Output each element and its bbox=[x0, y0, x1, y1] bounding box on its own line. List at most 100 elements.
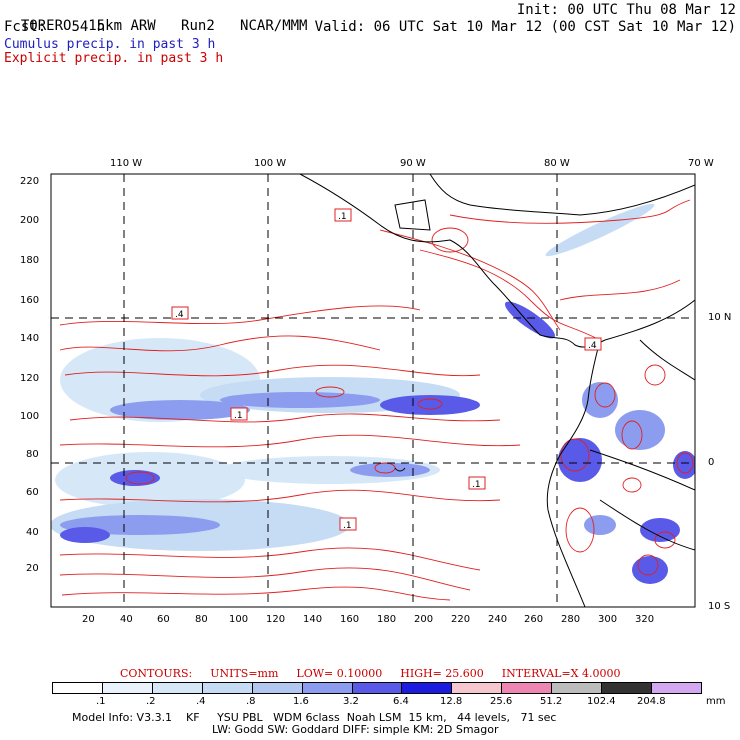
contours-high: HIGH= 25.600 bbox=[400, 667, 484, 680]
x-tick: 120 bbox=[266, 614, 286, 625]
precip-area bbox=[615, 410, 665, 450]
contour-ring bbox=[621, 420, 643, 450]
color-bar-level: 25.6 bbox=[490, 696, 513, 707]
color-bar-level: 102.4 bbox=[587, 696, 616, 707]
y-tick: 160 bbox=[20, 295, 40, 306]
y-tick: 20 bbox=[26, 563, 39, 574]
label-box bbox=[171, 306, 189, 320]
contour-line bbox=[59, 489, 501, 503]
caribbean-coast bbox=[429, 174, 695, 216]
color-bin bbox=[302, 683, 353, 693]
contour-line bbox=[69, 413, 501, 423]
south-america-west-coast bbox=[546, 339, 601, 607]
contour-ring bbox=[644, 364, 666, 386]
box-label-1: .1 bbox=[338, 212, 347, 222]
unit-label: mm bbox=[706, 696, 726, 707]
contour-ring bbox=[676, 452, 694, 474]
model-org: NCAR/MMM bbox=[240, 18, 308, 34]
y-tick: 100 bbox=[20, 411, 40, 422]
color-bar-level: .4 bbox=[196, 696, 206, 707]
contour-ring bbox=[431, 227, 469, 253]
x-tick: 260 bbox=[524, 614, 544, 625]
x-tick: 60 bbox=[157, 614, 170, 625]
color-bin bbox=[552, 683, 603, 693]
precip-area bbox=[632, 556, 668, 584]
color-bar-level: 51.2 bbox=[540, 696, 563, 707]
contour-ring bbox=[594, 382, 616, 408]
x-tick: 80 bbox=[195, 614, 208, 625]
y-tick: 60 bbox=[26, 487, 39, 498]
contour-line bbox=[59, 567, 471, 591]
precip-area bbox=[673, 451, 695, 479]
latlon-grid bbox=[51, 174, 695, 607]
contour-ring bbox=[125, 471, 155, 485]
contour-line bbox=[559, 279, 681, 301]
x-tick: 20 bbox=[82, 614, 95, 625]
lat-label: 10 N bbox=[708, 312, 732, 323]
contours-units: UNITS=mm bbox=[210, 667, 279, 680]
model-run: Run2 bbox=[181, 18, 215, 34]
lon-label: 80 W bbox=[544, 158, 570, 169]
box-label-3: .1 bbox=[234, 411, 243, 421]
color-bar-level: 12.8 bbox=[440, 696, 463, 707]
fcst-value: 54 h bbox=[71, 19, 106, 35]
valid-time: Valid: 06 UTC Sat 10 Mar 12 (00 CST Sat … bbox=[314, 19, 736, 35]
color-bar-level: 3.2 bbox=[343, 696, 359, 707]
label-box bbox=[334, 208, 352, 222]
precip-area bbox=[640, 518, 680, 542]
color-bin bbox=[252, 683, 303, 693]
x-tick: 160 bbox=[340, 614, 360, 625]
contour-line bbox=[419, 249, 601, 341]
color-bin bbox=[152, 683, 203, 693]
explicit-precip-contours bbox=[59, 199, 694, 601]
lon-label: 100 W bbox=[254, 158, 287, 169]
color-bin bbox=[102, 683, 153, 693]
contour-line bbox=[59, 305, 421, 326]
y-tick: 180 bbox=[20, 255, 40, 266]
precip-area bbox=[582, 382, 618, 418]
box-label-2: .4 bbox=[175, 310, 184, 320]
cumulus-title: Cumulus precip. in past 3 h bbox=[4, 37, 216, 52]
precip-area bbox=[584, 515, 616, 535]
color-bar-level: .8 bbox=[246, 696, 256, 707]
color-bar-level: 204.8 bbox=[637, 696, 666, 707]
x-tick: 300 bbox=[598, 614, 618, 625]
color-bin bbox=[202, 683, 253, 693]
cumulus-precip-field bbox=[51, 203, 695, 584]
contour-ring bbox=[560, 438, 590, 472]
x-tick: 40 bbox=[120, 614, 133, 625]
border-line bbox=[599, 499, 695, 551]
contours-interval: INTERVAL=X 4.0000 bbox=[501, 667, 621, 680]
color-bar-level: 6.4 bbox=[393, 696, 409, 707]
coastlines bbox=[299, 174, 695, 607]
precip-area bbox=[220, 392, 380, 408]
contour-ring bbox=[622, 477, 642, 493]
contour-line bbox=[59, 547, 481, 571]
color-bin bbox=[402, 683, 453, 693]
x-tick: 220 bbox=[451, 614, 471, 625]
lon-label: 110 W bbox=[110, 158, 143, 169]
border-line bbox=[639, 339, 695, 381]
color-bin bbox=[452, 683, 503, 693]
x-tick: 140 bbox=[303, 614, 323, 625]
contour-line bbox=[449, 199, 691, 224]
central-america-coast bbox=[299, 174, 606, 348]
y-tick: 200 bbox=[20, 215, 40, 226]
contour-ring bbox=[637, 554, 659, 576]
color-bar-level: 1.6 bbox=[293, 696, 309, 707]
y-tick: 80 bbox=[26, 449, 39, 460]
galapagos-island bbox=[394, 467, 406, 472]
precip-area bbox=[60, 527, 110, 543]
color-bar-level: .2 bbox=[146, 696, 156, 707]
contours-low: LOW= 0.10000 bbox=[296, 667, 383, 680]
color-bar-level: .1 bbox=[96, 696, 106, 707]
precip-area bbox=[380, 395, 480, 415]
model-resolution: 15km ARW bbox=[88, 18, 156, 34]
border-line bbox=[589, 449, 695, 491]
x-tick: 240 bbox=[488, 614, 508, 625]
label-box bbox=[230, 407, 248, 421]
contour-line bbox=[64, 364, 481, 377]
label-box bbox=[584, 337, 602, 351]
precip-area bbox=[545, 203, 655, 257]
border-line bbox=[394, 199, 431, 231]
